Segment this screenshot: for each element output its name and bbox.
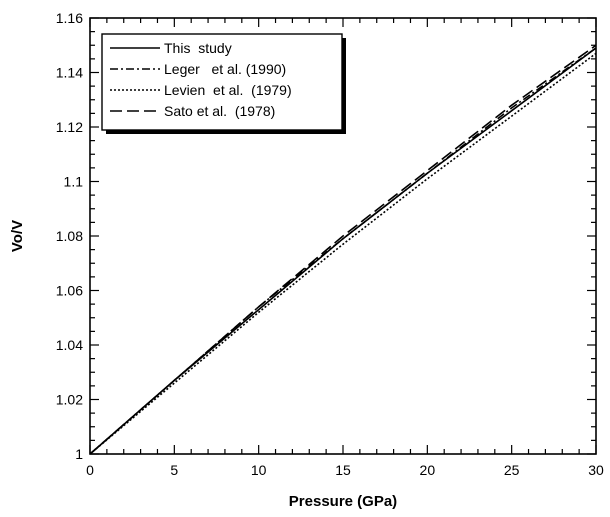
series-layer xyxy=(89,44,597,455)
x-axis-title: Pressure (GPa) xyxy=(289,493,397,510)
series-line-3 xyxy=(89,52,597,455)
x-tick-label: 20 xyxy=(420,462,436,478)
axis-ticks xyxy=(89,17,597,455)
legend-box xyxy=(101,33,343,131)
x-tick-label: 0 xyxy=(86,462,94,478)
y-tick-label: 1.14 xyxy=(56,65,83,81)
y-tick-label: 1.1 xyxy=(64,174,84,190)
y-tick-label: 1.02 xyxy=(56,392,83,408)
x-tick-label: 5 xyxy=(170,462,178,478)
legend-label: Sato et al. (1978) xyxy=(164,103,275,119)
legend-label: Levien et al. (1979) xyxy=(164,82,292,98)
y-tick-label: 1.06 xyxy=(56,283,83,299)
x-tick-label: 10 xyxy=(251,462,267,478)
y-tick-label: 1.12 xyxy=(56,119,83,135)
y-tick-label: 1.16 xyxy=(56,10,83,26)
legend-label: This study xyxy=(164,40,232,56)
y-tick-label: 1.04 xyxy=(56,337,83,353)
y-tick-label: 1.08 xyxy=(56,228,83,244)
series-line-2 xyxy=(89,47,597,455)
y-tick-label: 1 xyxy=(75,446,83,462)
y-axis-title: Vo/V xyxy=(9,220,26,252)
legend-label: Leger et al. (1990) xyxy=(164,61,286,77)
series-line-4 xyxy=(89,44,597,455)
legend: This study Leger et al. (1990) Levien et a… xyxy=(101,33,346,134)
tick-labels: 0 5 10 15 20 25 30 1 1.02 1.04 1.06 1.08 1.1 1.12 1.14… xyxy=(56,10,604,478)
x-tick-label: 30 xyxy=(588,462,604,478)
x-tick-label: 25 xyxy=(504,462,520,478)
x-tick-label: 15 xyxy=(335,462,351,478)
